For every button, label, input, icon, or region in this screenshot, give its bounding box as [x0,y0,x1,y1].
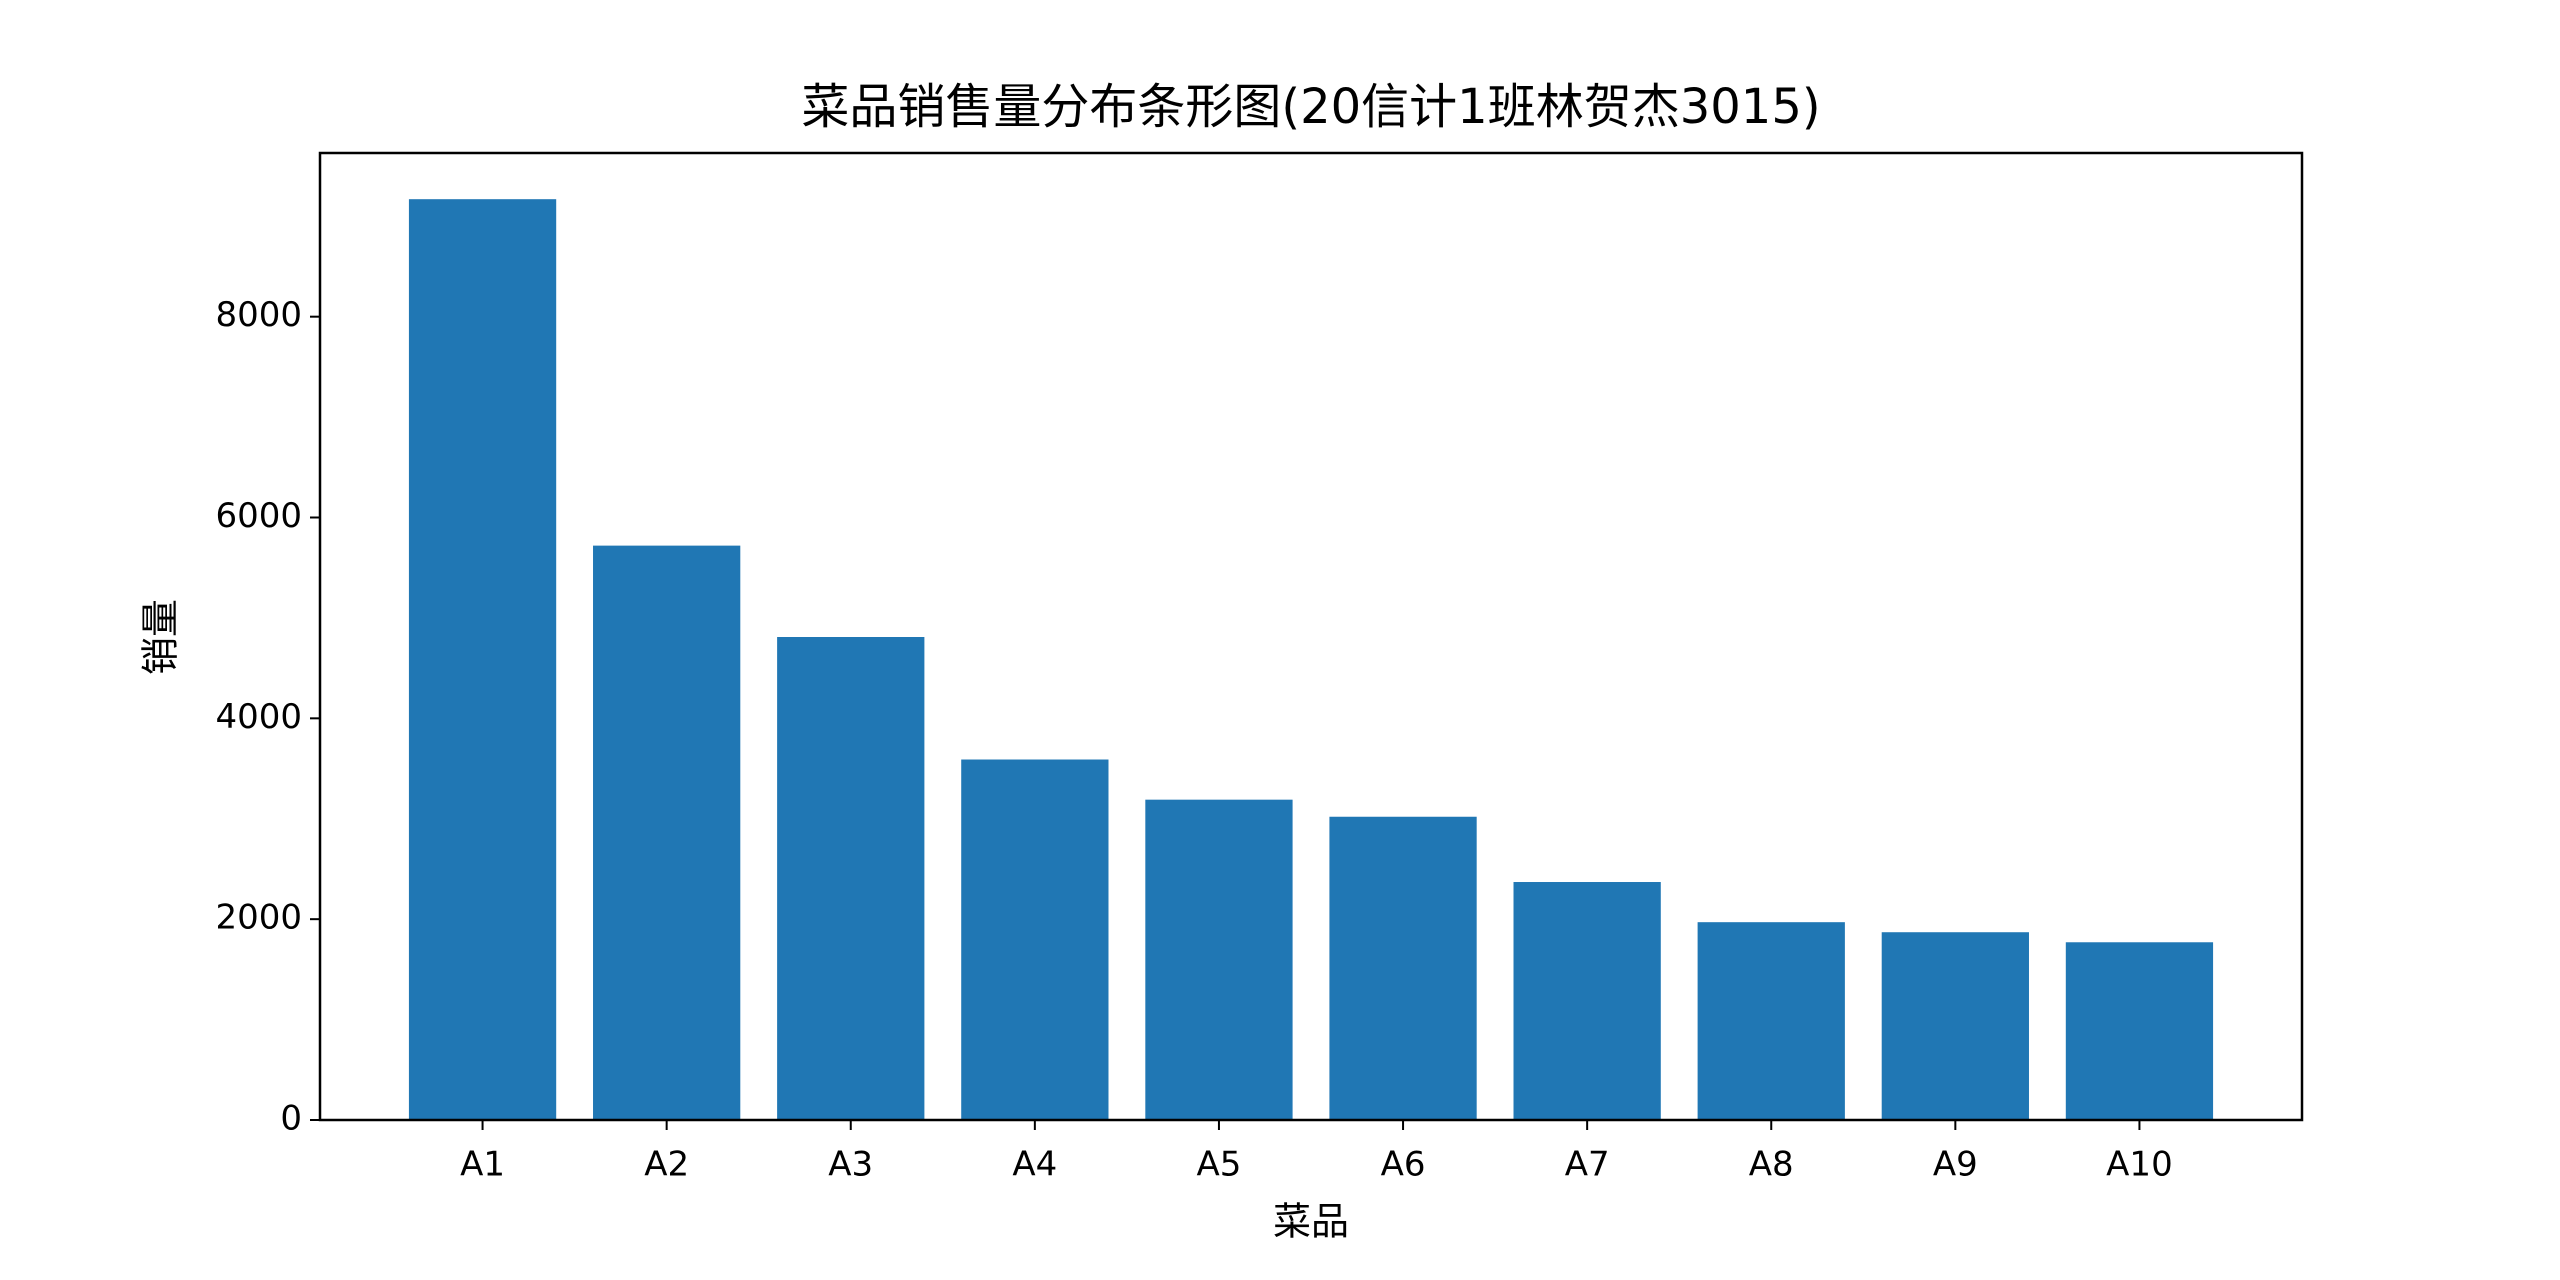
y-tick-label: 0 [280,1099,302,1139]
bar [961,759,1109,1120]
x-tick-label: A4 [1012,1145,1057,1185]
bar [2065,942,2214,1120]
x-tick-label: A9 [1933,1145,1978,1185]
x-tick-label: A10 [2106,1145,2173,1185]
x-tick-label: A7 [1565,1145,1610,1185]
bar [1329,816,1477,1120]
y-tick-label: 2000 [215,898,302,938]
x-tick-label: A2 [644,1145,689,1185]
y-tick-label: 8000 [215,295,302,335]
y-tick-label: 6000 [215,496,302,536]
bar [1513,882,1661,1120]
x-tick-label: A6 [1381,1145,1426,1185]
plot-frame [318,151,2304,1122]
bar [593,545,741,1120]
y-axis-label: 销量 [139,599,183,675]
chart-title: 菜品销售量分布条形图(20信计1班林贺杰3015) [801,79,1820,135]
x-axis-label: 菜品 [1273,1200,1349,1244]
x-tick-label: A1 [460,1145,505,1185]
y-tick-label: 4000 [215,697,302,737]
x-tick-label: A8 [1749,1145,1794,1185]
bar [1881,932,2029,1120]
x-tick-label: A5 [1197,1145,1242,1185]
bar [1697,922,1845,1120]
bar [1145,799,1293,1120]
bar [408,199,557,1121]
x-tick-label: A3 [828,1145,873,1185]
bar [777,637,925,1120]
